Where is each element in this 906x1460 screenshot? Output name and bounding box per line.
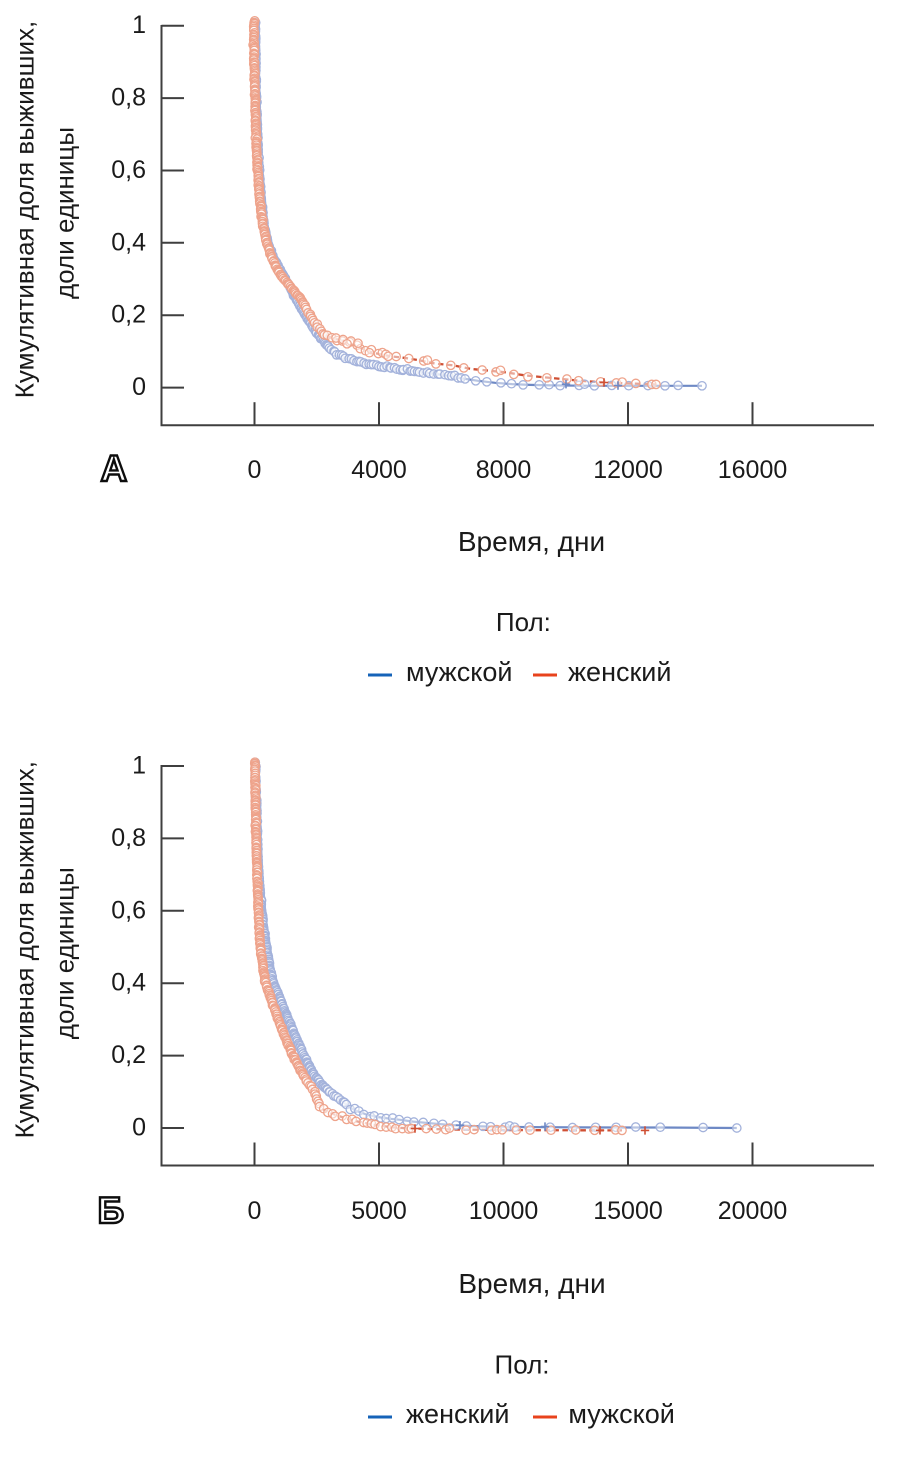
svg-text:0,6: 0,6 <box>111 896 146 924</box>
svg-text:Время, дни: Время, дни <box>458 1268 605 1299</box>
svg-text:А: А <box>101 448 128 489</box>
svg-text:0,4: 0,4 <box>111 228 146 256</box>
svg-text:0,2: 0,2 <box>111 301 146 329</box>
svg-text:16000: 16000 <box>718 456 788 484</box>
svg-text:0,6: 0,6 <box>111 156 146 184</box>
svg-text:15000: 15000 <box>593 1197 663 1225</box>
svg-text:4000: 4000 <box>351 456 407 484</box>
svg-text:0: 0 <box>132 1114 146 1142</box>
svg-text:1: 1 <box>132 11 146 39</box>
svg-text:8000: 8000 <box>476 456 532 484</box>
svg-text:Время, дни: Время, дни <box>458 526 605 557</box>
svg-text:0: 0 <box>248 1197 262 1225</box>
svg-text:10000: 10000 <box>469 1197 539 1225</box>
svg-text:0,8: 0,8 <box>111 824 146 852</box>
svg-text:20000: 20000 <box>718 1197 788 1225</box>
svg-text:Кумулятивная доля выживших,: Кумулятивная доля выживших, <box>10 761 40 1138</box>
svg-text:доли единицы: доли единицы <box>50 867 80 1039</box>
svg-text:Пол:: Пол: <box>496 607 551 637</box>
svg-text:женский: женский <box>406 1399 509 1429</box>
svg-text:12000: 12000 <box>593 456 663 484</box>
svg-text:мужской: мужской <box>568 1399 674 1429</box>
svg-text:0,4: 0,4 <box>111 969 146 997</box>
svg-text:Пол:: Пол: <box>495 1350 550 1380</box>
svg-text:0: 0 <box>132 373 146 401</box>
svg-text:Б: Б <box>98 1190 125 1231</box>
svg-text:0: 0 <box>248 456 262 484</box>
svg-text:0,8: 0,8 <box>111 84 146 112</box>
svg-text:5000: 5000 <box>351 1197 407 1225</box>
svg-text:мужской: мужской <box>406 657 512 687</box>
svg-text:0,2: 0,2 <box>111 1041 146 1069</box>
svg-text:женский: женский <box>568 657 671 687</box>
svg-text:доли единицы: доли единицы <box>50 127 80 299</box>
svg-text:Кумулятивная доля выживших,: Кумулятивная доля выживших, <box>10 21 40 398</box>
svg-text:1: 1 <box>132 752 146 780</box>
